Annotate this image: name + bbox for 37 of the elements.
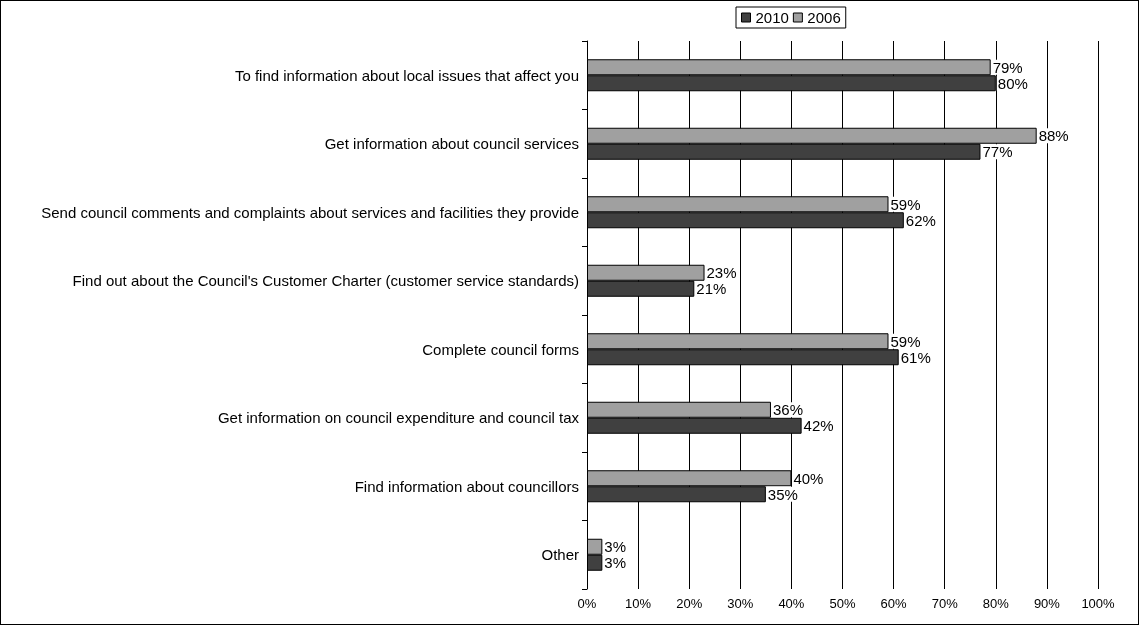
y-tick-label: Find information about councillors — [354, 477, 579, 495]
y-tick-label: Get information on council expenditure and council tax — [217, 409, 580, 427]
x-tick-label: 60% — [880, 596, 908, 611]
data-label: 62% — [905, 211, 936, 229]
data-label: 42% — [803, 417, 834, 435]
data-label: 3% — [604, 538, 627, 556]
x-tick-label: 80% — [982, 596, 1010, 611]
y-tick-label: Send council comments and complaints about services and facilities they provide — [41, 203, 579, 221]
y-tick-label: To find information about local issues that affect you — [234, 66, 579, 84]
y-tick-label: Find out about the Council's Customer Charter (customer service standards) — [72, 272, 579, 290]
data-label: 79% — [992, 58, 1023, 76]
y-tick-label: Complete council forms — [422, 340, 579, 358]
x-tick-label: 0% — [577, 596, 597, 611]
y-tick-label: Other — [541, 546, 579, 564]
legend-label: 2010 — [755, 9, 789, 26]
data-label: 3% — [604, 554, 627, 572]
data-label: 21% — [696, 280, 727, 298]
x-tick-label: 100% — [1081, 596, 1116, 611]
y-tick-label: Get information about council services — [324, 135, 579, 153]
data-label: 36% — [772, 401, 803, 419]
data-label: 61% — [900, 348, 931, 366]
data-label: 23% — [706, 264, 737, 282]
data-label: 35% — [767, 485, 798, 503]
x-tick-label: 90% — [1033, 596, 1061, 611]
data-label: 77% — [982, 143, 1013, 161]
x-tick-label: 40% — [778, 596, 805, 611]
x-tick-label: 30% — [727, 596, 754, 611]
data-label: 59% — [890, 332, 921, 350]
x-tick-label: 20% — [676, 596, 703, 611]
x-tick-label: 50% — [829, 596, 856, 611]
data-label: 88% — [1038, 127, 1069, 145]
data-label: 59% — [890, 195, 921, 213]
legend-label: 2006 — [807, 9, 841, 26]
x-tick-label: 10% — [625, 596, 652, 611]
data-label: 40% — [793, 469, 824, 487]
data-label: 80% — [997, 74, 1028, 92]
x-tick-label: 70% — [931, 596, 959, 611]
